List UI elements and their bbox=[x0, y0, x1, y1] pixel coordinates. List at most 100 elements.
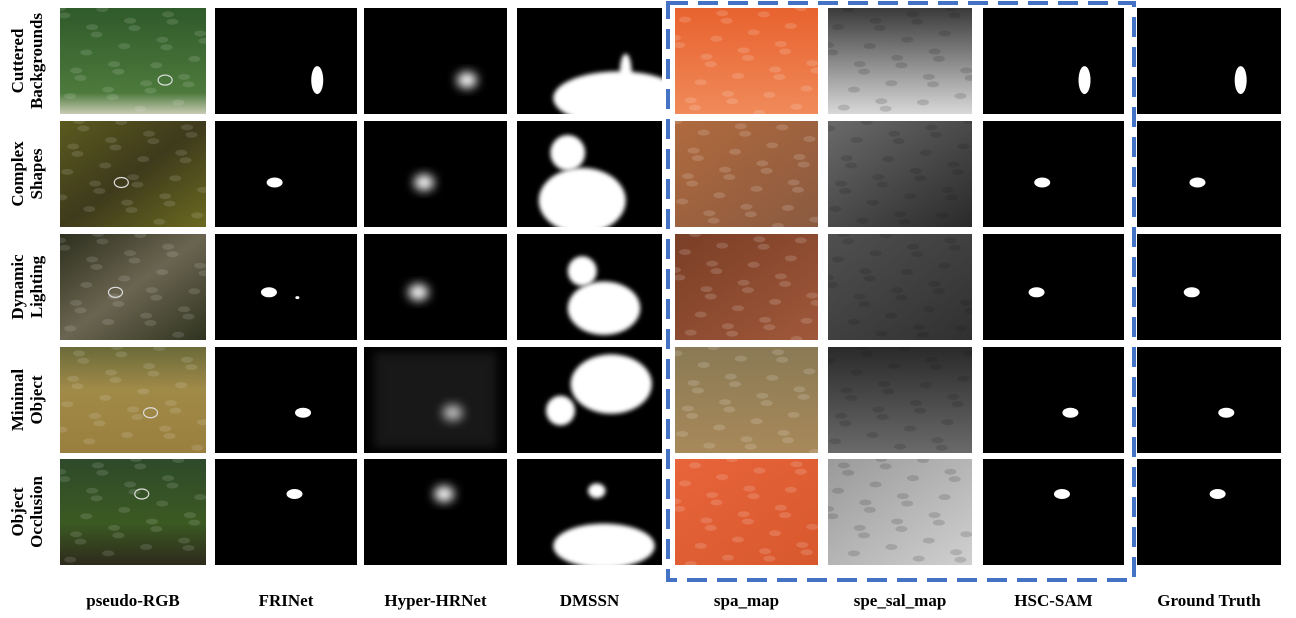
texture bbox=[841, 155, 853, 161]
image-cell bbox=[983, 459, 1124, 565]
texture bbox=[758, 11, 770, 17]
texture bbox=[181, 124, 193, 130]
texture bbox=[801, 86, 813, 92]
texture bbox=[926, 357, 938, 363]
image-cell bbox=[823, 344, 975, 453]
image-cell bbox=[364, 121, 507, 227]
texture bbox=[719, 399, 731, 405]
texture bbox=[923, 538, 935, 544]
image-cell bbox=[517, 121, 662, 233]
cell-bg bbox=[675, 234, 818, 340]
texture bbox=[669, 267, 681, 273]
texture bbox=[111, 344, 123, 350]
mask-blob bbox=[568, 256, 597, 286]
texture bbox=[809, 449, 821, 455]
cell-bg bbox=[215, 8, 357, 114]
texture bbox=[832, 488, 844, 494]
texture bbox=[688, 380, 700, 386]
cell-content bbox=[55, 344, 209, 453]
texture bbox=[914, 408, 926, 414]
texture bbox=[954, 557, 966, 563]
mask-blob bbox=[550, 135, 585, 171]
mask-blob bbox=[1189, 177, 1205, 187]
texture bbox=[61, 401, 73, 407]
texture bbox=[669, 35, 681, 41]
texture bbox=[83, 206, 95, 212]
texture bbox=[726, 331, 738, 337]
texture bbox=[698, 362, 710, 368]
texture bbox=[686, 413, 698, 419]
cell-content bbox=[215, 347, 357, 453]
cell-content bbox=[669, 5, 823, 116]
texture bbox=[893, 138, 905, 144]
texture bbox=[197, 419, 209, 425]
texture bbox=[826, 513, 838, 519]
texture bbox=[751, 186, 763, 192]
texture bbox=[161, 44, 173, 50]
texture bbox=[102, 319, 114, 325]
image-cell bbox=[517, 459, 662, 568]
texture bbox=[688, 148, 700, 154]
texture bbox=[913, 324, 925, 330]
texture bbox=[851, 369, 863, 375]
image-cell bbox=[669, 5, 823, 116]
cell-content bbox=[364, 347, 507, 453]
texture bbox=[91, 264, 103, 270]
texture bbox=[848, 319, 860, 325]
texture bbox=[115, 119, 127, 125]
texture bbox=[741, 436, 753, 442]
cell-content bbox=[54, 456, 206, 565]
image-cell bbox=[669, 456, 818, 567]
texture bbox=[930, 132, 942, 138]
texture bbox=[143, 131, 155, 137]
cell-content bbox=[517, 121, 662, 233]
texture bbox=[172, 457, 184, 463]
texture bbox=[957, 143, 969, 149]
texture bbox=[772, 349, 784, 355]
cell-bg bbox=[983, 347, 1124, 453]
texture bbox=[689, 105, 701, 111]
texture bbox=[947, 161, 959, 167]
texture bbox=[723, 407, 735, 413]
texture bbox=[741, 204, 753, 210]
texture bbox=[685, 330, 697, 336]
texture bbox=[885, 313, 897, 319]
texture bbox=[904, 426, 916, 432]
cell-content bbox=[1137, 234, 1281, 340]
texture bbox=[870, 250, 882, 256]
texture bbox=[832, 24, 844, 30]
texture bbox=[885, 544, 897, 550]
texture bbox=[895, 526, 907, 532]
cell-content bbox=[517, 234, 662, 340]
image-cell bbox=[54, 456, 206, 565]
texture bbox=[118, 43, 130, 49]
texture bbox=[67, 143, 79, 149]
texture bbox=[858, 69, 870, 75]
texture bbox=[944, 5, 956, 11]
texture bbox=[745, 444, 757, 450]
texture bbox=[128, 25, 140, 31]
texture bbox=[927, 81, 939, 87]
texture bbox=[710, 36, 722, 42]
texture bbox=[930, 364, 942, 370]
cell-content bbox=[364, 459, 507, 565]
texture bbox=[766, 375, 778, 381]
texture bbox=[793, 154, 805, 160]
texture bbox=[722, 91, 734, 97]
figure: CutteredBackgroundsComplexShapesDynamicL… bbox=[0, 0, 1296, 613]
texture bbox=[105, 137, 117, 143]
texture bbox=[839, 420, 851, 426]
image-cell bbox=[55, 118, 209, 227]
texture bbox=[917, 332, 929, 338]
image-cell bbox=[215, 121, 357, 227]
texture bbox=[904, 193, 916, 199]
cell-bg bbox=[828, 234, 972, 340]
cell-content bbox=[1137, 8, 1281, 114]
mask-blob bbox=[568, 281, 641, 334]
texture bbox=[710, 499, 722, 505]
texture bbox=[197, 187, 209, 193]
mask-blob bbox=[1054, 489, 1070, 499]
texture bbox=[772, 223, 784, 229]
cell-content bbox=[983, 459, 1124, 565]
texture bbox=[58, 12, 70, 18]
